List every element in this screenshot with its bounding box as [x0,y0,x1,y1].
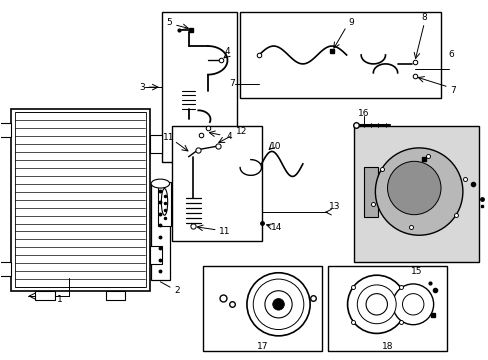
Bar [162,12,237,162]
Polygon shape [363,167,377,217]
Text: 17: 17 [257,342,268,351]
Text: 18: 18 [381,342,393,351]
Text: 14: 14 [270,223,282,232]
Text: 9: 9 [348,18,354,27]
Ellipse shape [161,189,167,215]
Bar [15,112,145,287]
Text: 13: 13 [328,202,340,211]
Bar [0,262,11,276]
Text: 2: 2 [174,285,180,294]
Text: 7: 7 [229,79,235,88]
Text: 5: 5 [166,18,172,27]
Text: 15: 15 [410,267,422,276]
Circle shape [253,279,303,329]
Polygon shape [149,246,162,264]
Bar [158,182,170,226]
Circle shape [366,294,386,315]
Text: 4: 4 [225,132,231,141]
Bar [203,266,322,351]
Bar [106,291,125,300]
Circle shape [386,161,440,215]
Text: 10: 10 [270,141,281,150]
Bar [151,184,169,280]
Bar [171,126,261,241]
Text: 1: 1 [57,295,62,304]
Text: 11: 11 [219,227,230,236]
Text: 6: 6 [447,50,453,59]
Text: 7: 7 [450,86,455,95]
Text: 3: 3 [139,83,145,92]
Ellipse shape [151,179,169,188]
Text: 16: 16 [357,109,368,118]
Polygon shape [149,135,162,153]
Bar [11,109,149,291]
Text: 8: 8 [421,13,427,22]
Circle shape [264,291,291,318]
Circle shape [347,275,405,333]
Circle shape [272,298,284,310]
Circle shape [357,285,395,324]
Bar [35,291,55,300]
Bar [239,12,441,98]
Text: 11: 11 [163,132,175,141]
Circle shape [402,294,423,315]
Circle shape [392,284,433,325]
Bar [327,266,447,351]
Circle shape [246,273,309,336]
Bar [0,123,11,137]
Text: 12: 12 [236,127,247,136]
Text: 4: 4 [224,47,230,56]
Circle shape [375,148,462,235]
Bar [353,126,478,262]
